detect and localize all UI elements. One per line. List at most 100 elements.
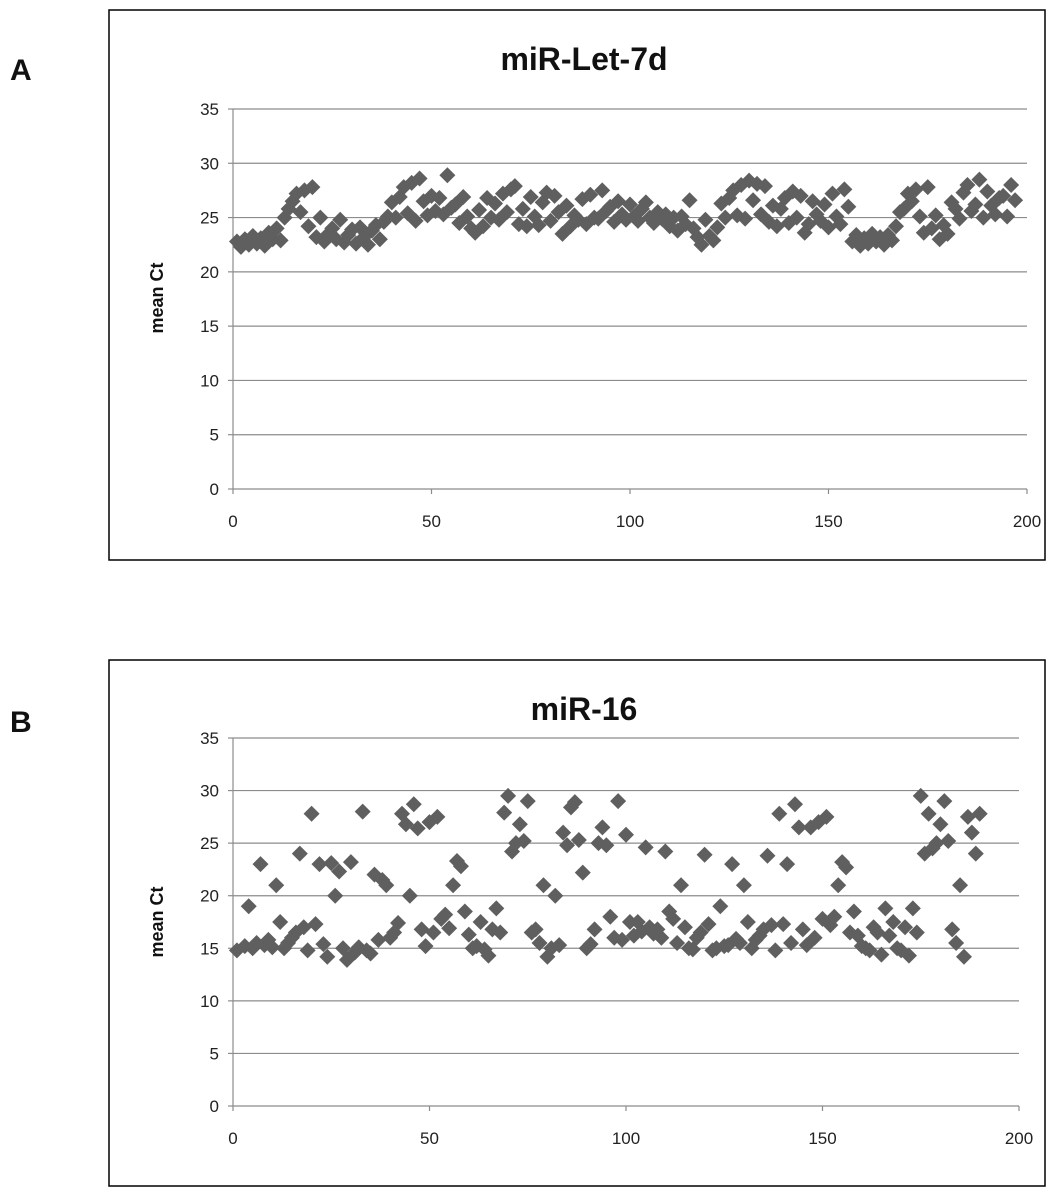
chart-a-point [475,218,492,235]
chart-b-point [527,921,544,938]
chart-a-point [681,192,698,209]
chart-a-point [939,225,956,242]
chart-b-xtick-label: 50 [420,1129,439,1148]
chart-a-ylabel: mean Ct [147,262,167,333]
chart-a-point [304,179,321,196]
chart-b-point [904,900,921,917]
chart-a-xtick-label: 100 [616,512,644,531]
chart-a-point [768,218,785,235]
chart-a-ytick-label: 5 [210,426,219,445]
chart-b-point [767,942,784,959]
chart-b-point [920,805,937,822]
chart-a-point [506,178,523,195]
panel-label-b: B [10,706,32,739]
chart-b-point [936,793,953,810]
chart-a-point [407,212,424,229]
chart-a-point [887,218,904,235]
chart-a-point [1003,177,1020,193]
chart-b-point [531,935,548,952]
chart-a-point [498,204,515,221]
chart-a-point [804,193,821,210]
chart-b-ytick-label: 5 [210,1044,219,1063]
chart-b-point [362,945,379,962]
chart-a-ytick-label: 35 [200,100,219,119]
chart-b-point [602,908,619,925]
chart-b-point [515,833,532,850]
chart-b-point [786,796,803,813]
chart-b-point [790,819,807,836]
chart-b-xtick-label: 100 [612,1129,640,1148]
chart-a-point [487,195,504,212]
chart-a-point [756,178,773,195]
chart-b-point [551,937,568,954]
chart-b-point [425,924,442,941]
chart-b-point [673,877,690,894]
chart-b-point [700,916,717,933]
chart-b-xtick-label: 200 [1005,1129,1033,1148]
chart-b-point [511,816,528,833]
chart-b-point [845,903,862,920]
chart-b-point [955,948,972,965]
chart-b-point [488,900,505,917]
chart-b-ytick-label: 15 [200,939,219,958]
chart-b-point [735,877,752,894]
chart-b-point [323,855,340,872]
chart-a-point [959,177,976,193]
chart-a-point [967,196,984,213]
chart-b-point [971,805,988,822]
chart-a-point [800,216,817,233]
chart-b-point [940,833,957,850]
chart-a-point [530,217,547,234]
chart-a-frame [108,9,1046,561]
chart-b-point [413,921,430,938]
chart-b-point [405,796,422,813]
chart-b-point [327,887,344,904]
chart-a-point [820,219,837,236]
chart-b-point [582,936,599,953]
chart-b-point [877,900,894,917]
chart-b-point [252,856,269,873]
chart-b-point [307,916,324,933]
chart-b-point [500,787,517,804]
chart-b-point [775,916,792,933]
chart-a-point [272,232,289,249]
chart-b-ylabel: mean Ct [147,886,167,957]
chart-b-point [390,915,407,932]
chart-b-title: miR-16 [531,691,638,727]
chart-a-point [971,171,988,188]
chart-a-point [514,200,531,217]
chart-b-point [429,808,446,825]
chart-a-point [292,204,309,221]
chart-a-ytick-label: 10 [200,371,219,390]
chart-b-point [912,787,929,804]
chart-b-point [268,877,285,894]
chart-b-point [618,826,634,843]
chart-b-ytick-label: 20 [200,887,219,906]
chart-a-point [979,183,996,200]
chart-a-point [582,186,599,203]
chart-b-point [370,931,387,948]
chart-b-point [452,858,469,875]
chart-a-point [387,209,404,226]
chart-a-point [542,212,559,229]
chart-a-point [705,232,722,249]
panel-label-a: A [10,54,32,87]
chart-b-point [830,877,847,894]
chart-b-point [574,864,591,881]
chart-b-point [496,804,513,821]
chart-a-point [371,231,388,248]
chart-a-point [717,209,734,226]
chart-a-point [558,197,575,214]
chart-b-point [319,948,336,965]
chart-b-point [952,877,969,894]
chart-a-point [792,187,809,204]
chart-a-point [995,187,1012,204]
chart-b-point [299,942,316,959]
chart-a-title: miR-Let-7d [500,41,667,77]
chart-b-point [437,906,454,923]
chart-a-point [300,218,317,235]
chart-b-point [586,921,603,938]
chart-a-point [455,188,472,205]
chart-b-point [354,803,371,820]
chart-b-point [869,924,886,941]
